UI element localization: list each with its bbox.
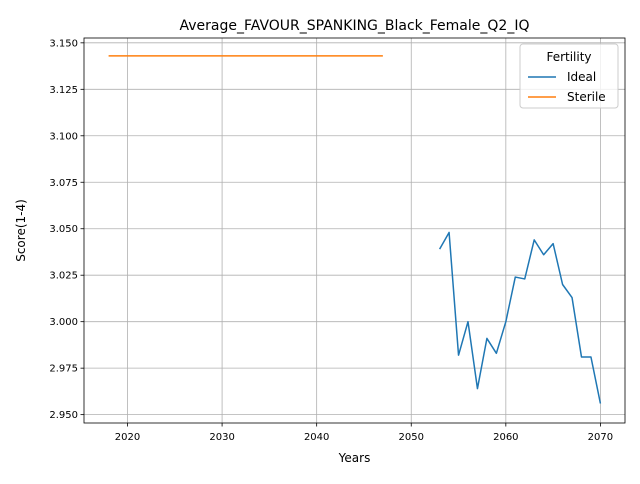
grid-lines (84, 38, 625, 423)
x-tick-label: 2070 (588, 432, 613, 443)
legend-label-ideal: Ideal (567, 70, 596, 84)
x-tick-label: 2050 (399, 432, 424, 443)
legend: Fertility Ideal Sterile (519, 43, 619, 109)
legend-box (519, 43, 619, 109)
series-line-ideal (438, 231, 602, 404)
y-tick-label: 3.125 (49, 85, 78, 96)
legend-label-sterile: Sterile (567, 90, 606, 104)
y-axis-label: Score(1-4) (14, 199, 28, 262)
legend-title: Fertility (546, 50, 591, 64)
y-tick-label: 3.075 (49, 178, 78, 189)
y-axis-ticks: 2.950 2.975 3.000 3.025 3.050 3.075 3.100 3.125… (49, 38, 84, 421)
x-tick-label: 2030 (209, 432, 234, 443)
y-tick-label: 3.150 (49, 38, 78, 49)
chart-title: Average_FAVOUR_SPANKING_Black_Female_Q2_… (180, 18, 530, 34)
x-axis-ticks: 2020 2030 2040 2050 2060 2070 (115, 423, 613, 443)
x-axis-label: Years (338, 451, 371, 465)
y-tick-label: 2.950 (49, 410, 78, 421)
y-tick-label: 3.050 (49, 224, 78, 235)
x-tick-label: 2060 (493, 432, 518, 443)
plot-frame (83, 37, 626, 424)
y-tick-label: 3.100 (49, 131, 78, 142)
y-tick-label: 3.000 (49, 317, 78, 328)
x-tick-label: 2020 (115, 432, 140, 443)
y-tick-label: 2.975 (49, 364, 78, 375)
y-tick-label: 3.025 (49, 271, 78, 282)
series-layer (108, 55, 602, 404)
x-tick-label: 2040 (304, 432, 329, 443)
